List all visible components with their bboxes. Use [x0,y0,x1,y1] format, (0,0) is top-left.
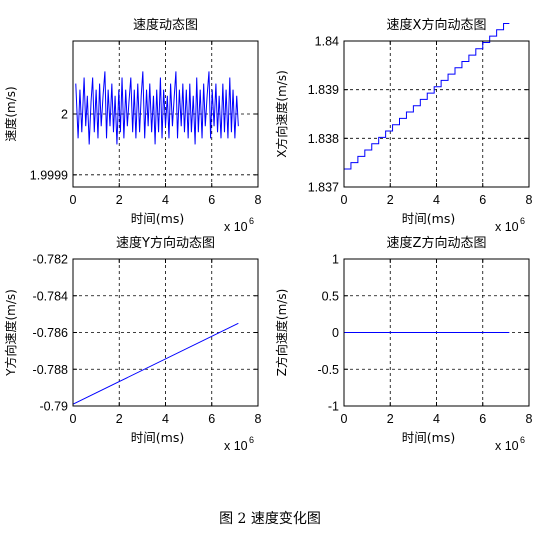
data-series-line [344,22,510,170]
chart-title: 速度X方向动态图 [387,17,487,33]
x-tick-label: 6 [208,412,215,426]
x-tick-label: 2 [116,412,123,426]
x-exponent-label: x 10 [495,439,519,453]
y-tick-label: 1.9999 [30,168,68,182]
y-tick-label: -0.5 [317,363,339,377]
y-tick-label: -0.786 [33,326,68,340]
data-series-line [72,322,239,405]
y-tick-label: 1.837 [308,181,339,195]
y-tick-label: -0.784 [33,289,68,303]
chart-panel-4: 0 2 4 6 8-1-0.500.51速度Z方向动态图时间(ms)Z方向速度(m/s)… [274,235,533,453]
y-tick-label: 1.838 [308,132,339,146]
y-axis-label: Y方向速度(m/s) [3,289,18,377]
x-exponent-power: 6 [249,216,254,226]
y-tick-label: 0 [332,326,339,340]
x-axis-label: 时间(ms) [402,211,455,226]
x-tick-label: 4 [433,412,440,426]
x-exponent-power: 6 [520,435,525,445]
x-tick-label: 4 [162,412,169,426]
x-tick-label: 2 [387,193,394,207]
x-exponent-power: 6 [520,216,525,226]
x-tick-label: 4 [433,193,440,207]
y-tick-label: 2 [61,108,68,122]
x-tick-label: 2 [387,412,394,426]
y-tick-label: 0.5 [322,289,339,303]
x-tick-label: 6 [479,193,486,207]
x-tick-label: 0 [341,193,348,207]
x-exponent-power: 6 [249,435,254,445]
x-tick-label: 0 [341,412,348,426]
x-exponent-label: x 10 [495,220,519,234]
y-axis-label: 速度(m/s) [3,86,18,141]
x-tick-label: 0 [70,193,77,207]
x-exponent-label: x 10 [224,220,248,234]
y-tick-label: -0.782 [33,253,68,267]
y-tick-label: 1.839 [308,83,339,97]
axes-frame [343,40,530,188]
x-axis-label: 时间(ms) [131,430,184,445]
axes-frame [72,258,259,407]
y-tick-label: 1 [332,253,339,267]
figure-caption: 图 2 速度变化图 [219,511,321,527]
x-tick-label: 6 [479,412,486,426]
data-series-line [75,71,239,145]
x-exponent-label: x 10 [224,439,248,453]
chart-title: 速度Z方向动态图 [387,235,487,251]
y-tick-label: -0.79 [40,400,69,414]
chart-panel-3: 0 2 4 6 8-0.79-0.788-0.786-0.784-0.782速度Y方向动… [3,235,262,453]
y-tick-label: -0.788 [33,363,68,377]
y-axis-label: Z方向速度(m/s) [274,289,289,377]
axes-frame [343,258,530,407]
axes-frame [72,40,259,188]
x-tick-label: 8 [255,412,262,426]
y-tick-label: -1 [328,400,339,414]
x-tick-label: 0 [70,412,77,426]
chart-title: 速度动态图 [133,17,198,33]
x-tick-label: 4 [162,193,169,207]
y-axis-label: X方向速度(m/s) [274,70,289,158]
x-axis-label: 时间(ms) [402,430,455,445]
x-tick-label: 6 [208,193,215,207]
x-tick-label: 8 [255,193,262,207]
x-axis-label: 时间(ms) [131,211,184,226]
x-tick-label: 2 [116,193,123,207]
x-tick-label: 8 [526,193,533,207]
chart-panel-2: 0 2 4 6 81.8371.8381.8391.84速度X方向动态图时间(ms)X方… [274,17,533,234]
chart-title: 速度Y方向动态图 [116,235,215,251]
x-tick-label: 8 [526,412,533,426]
y-tick-label: 1.84 [315,35,339,49]
